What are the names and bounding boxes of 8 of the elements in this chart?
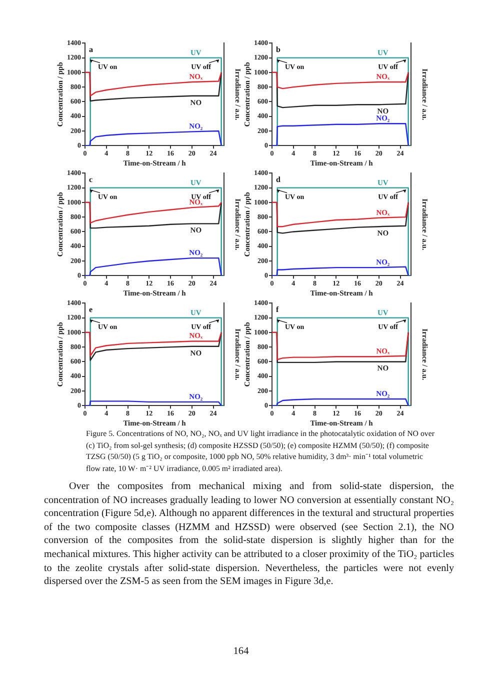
text: Over the composites from mechanical mixing and from solid-state dispersion, the concentration of NO increases gradually leading to lower NO conversion at essentially constant NO₂ concentration (Figure 5d,e). Although no apparent differences in the textural and structural properties of the two composite classes (HZMM and HZSSD) were observed (see Section 2.1), the NO conversion of the composites from the solid-state dispersion is slightly higher than for the mechanical mixtures. This higher activity can be attributed to a closer proximity of the TiO₂ particles to the zeolite crystals after solid-state dispersion. Nevertheless, the particles were not evenly dispersed over the ZSM-5 as seen from the SEM images in Figure 3d,e. (44, 480, 454, 589)
chart-title: e (89, 305, 93, 314)
text: 164 (232, 646, 250, 657)
chart-title: d (276, 175, 281, 184)
chart-title: c (89, 175, 93, 184)
chart-title: b (276, 45, 281, 54)
chart-title: f (276, 305, 279, 314)
chart-title: a (89, 45, 93, 54)
